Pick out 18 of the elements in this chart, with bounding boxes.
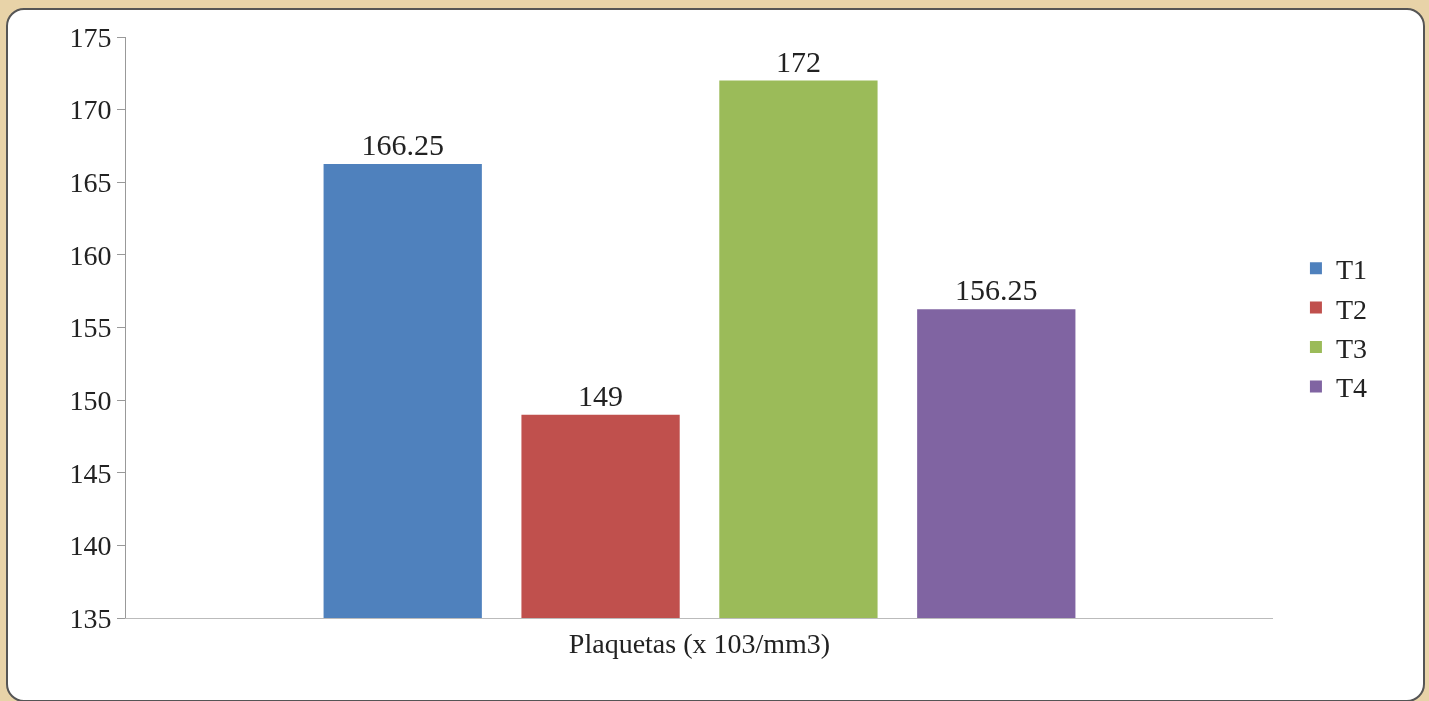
y-tick-label: 140 (69, 530, 112, 562)
legend-label: T1 (1335, 254, 1368, 286)
legend-label: T4 (1335, 372, 1368, 404)
y-tick-label: 150 (69, 384, 112, 416)
y-tick-label: 175 (69, 21, 112, 53)
x-tick-label: Plaquetas (x 103/mm3) (568, 627, 831, 659)
data-label: 166.25 (361, 128, 444, 162)
data-label: 149 (578, 378, 624, 412)
y-tick-label: 165 (69, 167, 112, 199)
y-tick-label: 160 (69, 239, 112, 271)
legend-label: T2 (1335, 293, 1368, 325)
data-label: 172 (775, 44, 821, 78)
data-label: 156.25 (955, 273, 1038, 307)
legend-label: T3 (1335, 332, 1368, 364)
y-tick-label: 135 (69, 602, 112, 634)
y-tick-label: 170 (69, 94, 112, 126)
y-tick-label: 155 (69, 312, 112, 344)
y-tick-label: 145 (69, 457, 112, 489)
